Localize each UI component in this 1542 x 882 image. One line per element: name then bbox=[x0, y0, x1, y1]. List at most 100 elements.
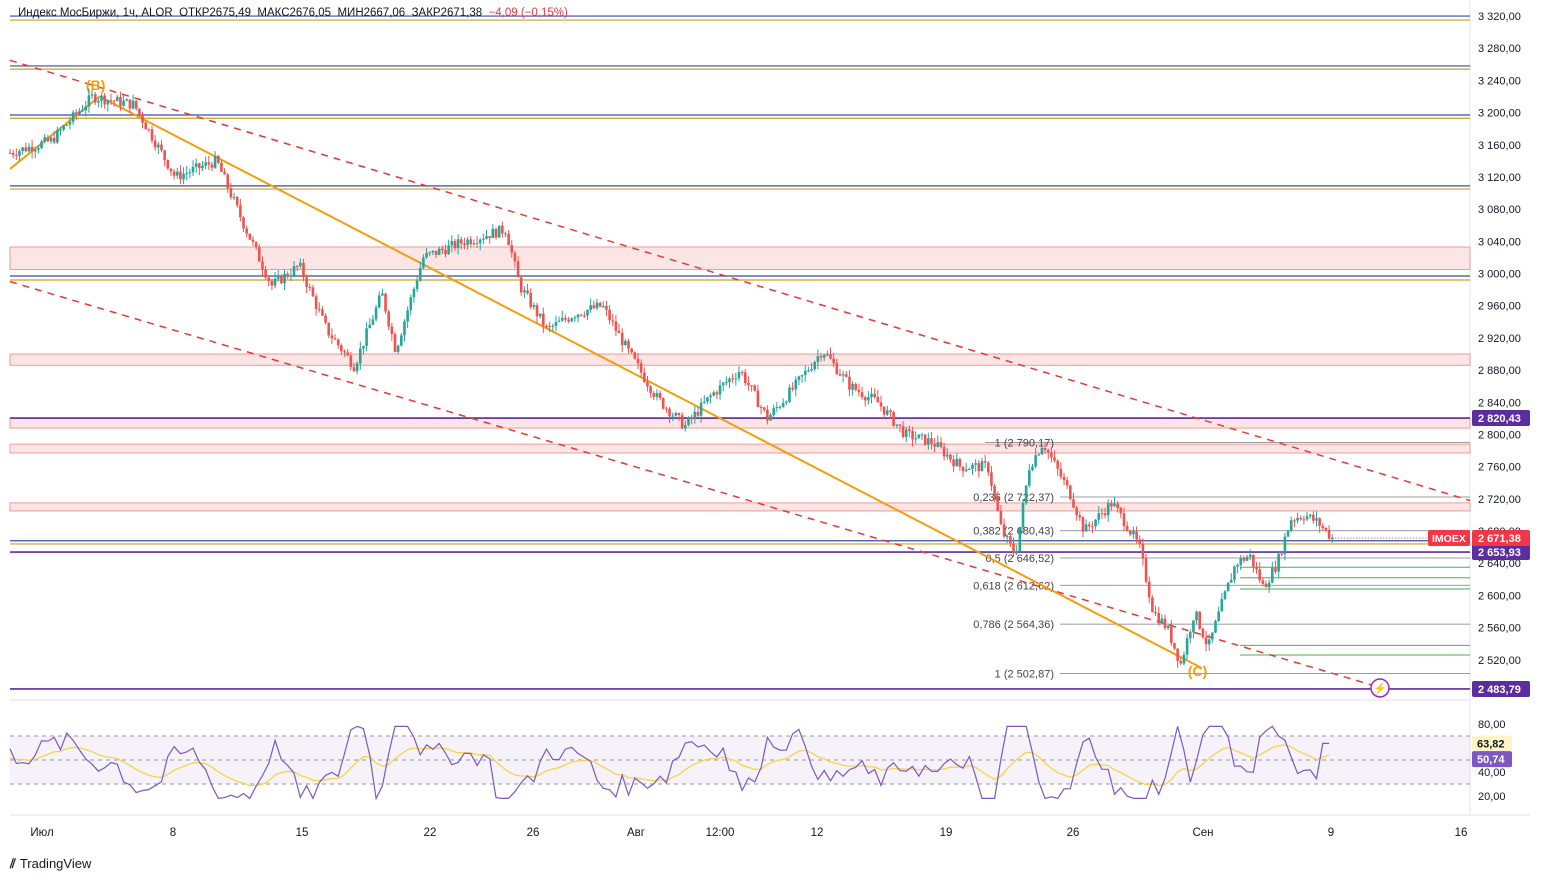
candle-body bbox=[601, 305, 605, 307]
candle-body bbox=[1125, 526, 1129, 531]
candle-body bbox=[1299, 518, 1303, 520]
level-badge-label: 2 820,43 bbox=[1478, 413, 1521, 425]
candle-body bbox=[1031, 466, 1034, 471]
fib-label: 0,5 (2 646,52) bbox=[986, 553, 1055, 565]
candle-body bbox=[163, 150, 166, 160]
candle-body bbox=[220, 162, 223, 172]
candle-body bbox=[945, 454, 949, 457]
candle-body bbox=[1188, 632, 1192, 639]
price-tick-label: 3 040,00 bbox=[1478, 236, 1521, 248]
candle-body bbox=[418, 267, 422, 281]
candle-body bbox=[194, 163, 198, 167]
candle-body bbox=[384, 293, 387, 312]
wave-label: (B) bbox=[86, 77, 105, 93]
candle-body bbox=[586, 309, 589, 316]
candle-body bbox=[756, 390, 760, 407]
candle-body bbox=[204, 162, 207, 166]
candle-body bbox=[415, 280, 419, 289]
candle-body bbox=[1252, 554, 1255, 567]
candle-body bbox=[1321, 525, 1325, 528]
candle-body bbox=[1009, 536, 1012, 544]
candle-body bbox=[567, 319, 570, 322]
candle-body bbox=[548, 325, 551, 327]
candle-body bbox=[24, 147, 28, 152]
candle-body bbox=[1106, 503, 1110, 516]
candle-body bbox=[1308, 514, 1312, 517]
candle-body bbox=[223, 171, 226, 175]
candle-body bbox=[854, 383, 858, 390]
candle-body bbox=[832, 358, 835, 364]
candle-body bbox=[103, 95, 106, 105]
candle-body bbox=[109, 100, 113, 102]
candle-body bbox=[668, 408, 671, 417]
candle-body bbox=[374, 307, 378, 320]
candle-body bbox=[617, 330, 621, 333]
open-value: 2675,49 bbox=[209, 7, 251, 19]
candle-body bbox=[169, 168, 173, 172]
candle-body bbox=[428, 252, 432, 254]
candle-body bbox=[1242, 558, 1246, 561]
candle-body bbox=[93, 94, 97, 103]
candle-body bbox=[8, 152, 12, 154]
candle-body bbox=[56, 130, 59, 143]
price-tick-label: 2 600,00 bbox=[1478, 590, 1521, 602]
candle-body bbox=[964, 469, 968, 472]
candle-body bbox=[1028, 470, 1031, 486]
candle-body bbox=[1264, 583, 1268, 588]
candle-body bbox=[658, 393, 662, 399]
candle-body bbox=[687, 417, 690, 426]
rsi-tick-label: 20,00 bbox=[1478, 791, 1506, 803]
price-tick-label: 3 200,00 bbox=[1478, 108, 1521, 120]
candle-body bbox=[30, 146, 34, 152]
candle-body bbox=[387, 311, 390, 327]
candle-body bbox=[1255, 566, 1258, 570]
resistance-zone bbox=[9, 417, 1471, 429]
candle-body bbox=[147, 129, 151, 131]
candle-body bbox=[1050, 452, 1053, 458]
lightning-icon: ⚡ bbox=[1373, 682, 1387, 695]
candle-body bbox=[122, 100, 125, 106]
candle-body bbox=[1170, 626, 1173, 643]
time-tick-label: 22 bbox=[424, 827, 437, 839]
candle-body bbox=[232, 197, 236, 199]
candle-body bbox=[456, 239, 460, 249]
candle-body bbox=[1024, 485, 1028, 504]
candle-body bbox=[201, 165, 204, 169]
candle-body bbox=[441, 248, 444, 251]
fib-label: 0,382 (2 680,43) bbox=[973, 526, 1054, 538]
candle-body bbox=[614, 321, 618, 331]
time-tick-label: 15 bbox=[296, 827, 309, 839]
candle-body bbox=[317, 308, 321, 310]
candle-body bbox=[100, 95, 103, 101]
candle-body bbox=[157, 144, 160, 148]
candle-body bbox=[336, 339, 340, 346]
brand-text: TradingView bbox=[19, 856, 92, 871]
candle-body bbox=[576, 314, 580, 318]
candle-body bbox=[993, 485, 996, 497]
candle-body bbox=[1078, 515, 1082, 518]
candle-body bbox=[138, 108, 141, 115]
tradingview-brand[interactable]: ⫽ TradingView bbox=[10, 856, 91, 872]
interval: 1ч bbox=[122, 7, 135, 19]
candle-body bbox=[1100, 513, 1104, 515]
candle-body bbox=[624, 340, 627, 346]
candle-body bbox=[153, 140, 157, 148]
candle-body bbox=[523, 290, 526, 293]
candle-body bbox=[554, 321, 558, 326]
candle-body bbox=[731, 378, 734, 380]
time-tick-label: 19 bbox=[940, 827, 953, 839]
candle-body bbox=[469, 239, 473, 245]
candle-body bbox=[639, 363, 643, 373]
candle-body bbox=[734, 378, 738, 380]
candle-body bbox=[620, 332, 624, 346]
candle-body bbox=[737, 372, 741, 379]
fib-label: 1 (2 502,87) bbox=[995, 669, 1054, 681]
candle-body bbox=[949, 454, 952, 460]
candle-body bbox=[115, 96, 119, 102]
candle-body bbox=[299, 262, 302, 267]
candle-body bbox=[346, 352, 349, 356]
rsi-tick-label: 80,00 bbox=[1478, 719, 1506, 731]
candle-body bbox=[422, 257, 425, 268]
candle-body bbox=[450, 241, 454, 246]
